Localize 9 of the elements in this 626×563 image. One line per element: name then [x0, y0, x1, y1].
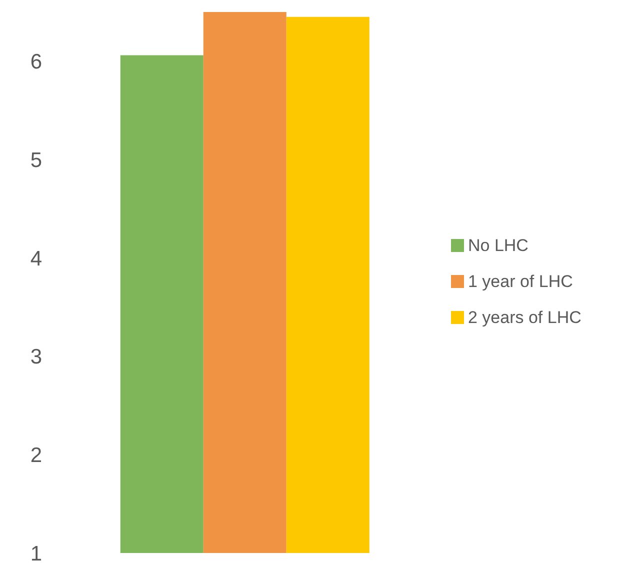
legend-label: 1 year of LHC	[468, 272, 573, 292]
y-tick-label: 5	[30, 149, 42, 172]
y-tick-label: 1	[30, 542, 42, 563]
legend-label: 2 years of LHC	[468, 308, 582, 328]
y-tick-label: 6	[30, 50, 42, 74]
legend-label: No LHC	[468, 236, 528, 256]
y-tick-label: 3	[30, 346, 42, 369]
y-tick-label: 2	[30, 444, 42, 468]
y-tick-label: 4	[30, 247, 42, 270]
